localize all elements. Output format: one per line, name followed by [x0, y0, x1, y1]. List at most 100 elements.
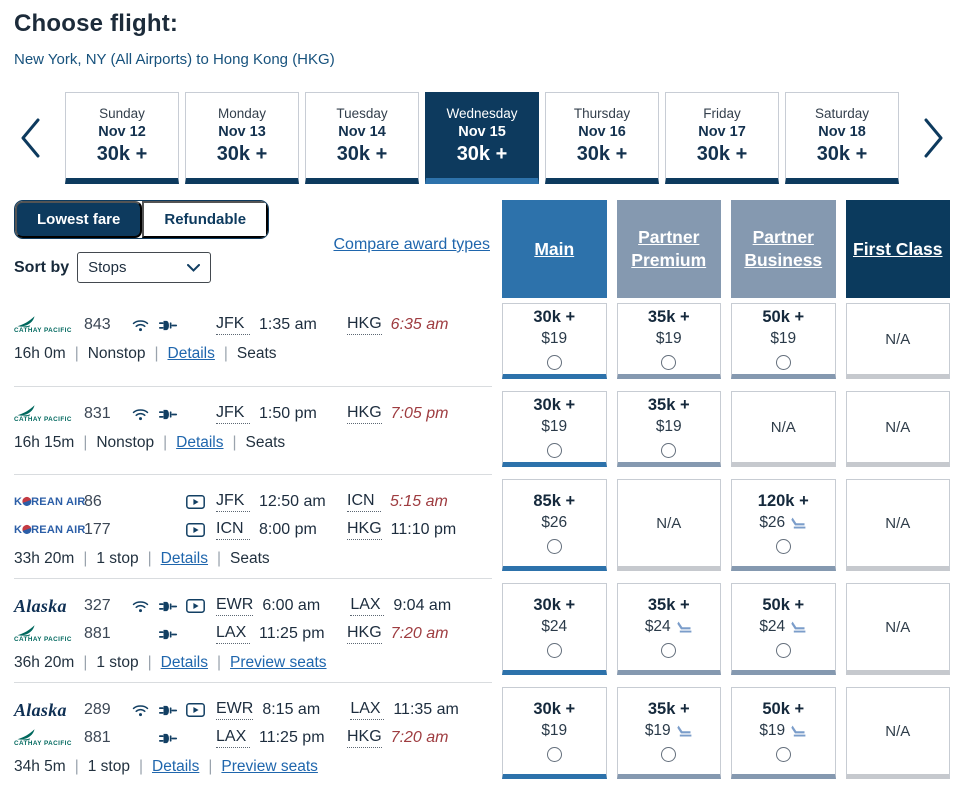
- fare-radio[interactable]: [546, 443, 562, 458]
- date-card-nov-14[interactable]: Tuesday Nov 14 30k +: [305, 92, 419, 184]
- chevron-down-icon: [187, 263, 201, 272]
- origin-airport-code[interactable]: EWR: [216, 700, 254, 720]
- origin-airport-code[interactable]: EWR: [216, 596, 254, 616]
- entertainment-icon: [186, 703, 205, 717]
- fare-radio[interactable]: [661, 643, 677, 658]
- origin-airport-code[interactable]: LAX: [216, 624, 250, 644]
- lieflat-seat-icon: [791, 621, 806, 632]
- departure-time: 6:00 am: [262, 597, 321, 614]
- date-card-nov-16[interactable]: Thursday Nov 16 30k +: [545, 92, 659, 184]
- destination-airport-code[interactable]: HKG: [347, 624, 382, 644]
- origin-airport-code[interactable]: ICN: [216, 520, 250, 540]
- fare-cell-first-class: N/A: [845, 687, 950, 779]
- fare-cell-partner-premium[interactable]: 35k + $19: [616, 687, 721, 779]
- details-link[interactable]: Details: [160, 654, 209, 671]
- flight-duration: 16h 15m: [14, 434, 75, 451]
- origin-airport-code[interactable]: JFK: [216, 404, 250, 424]
- preview-seats-link[interactable]: Preview seats: [221, 758, 318, 775]
- route: LAX 11:25 pm HKG 7:20 am: [216, 728, 448, 748]
- flight-info: CATHAY PACIFIC 831 JFK 1:50 pm HKG 7:05 …: [14, 386, 492, 474]
- fare-cell-partner-premium: N/A: [616, 479, 721, 571]
- seats-link[interactable]: Seats: [245, 434, 286, 451]
- fare-radio[interactable]: [546, 355, 562, 370]
- destination-airport-code[interactable]: LAX: [350, 700, 385, 720]
- route: JFK 12:50 am ICN 5:15 am: [216, 492, 448, 512]
- amenities: [132, 495, 216, 509]
- date-card-nov-13[interactable]: Monday Nov 13 30k +: [185, 92, 299, 184]
- flight-info: Alaska 289 EWR 8:15 am LAX 11:35 am CATH…: [14, 682, 492, 786]
- fare-cell-partner-business[interactable]: 50k + $19: [731, 303, 836, 379]
- origin-airport-code[interactable]: JFK: [216, 492, 250, 512]
- destination-airport-code[interactable]: LAX: [350, 596, 385, 616]
- day-date: Nov 14: [338, 123, 386, 140]
- fare-cell-partner-premium[interactable]: 35k + $19: [616, 303, 721, 379]
- day-name: Wednesday: [446, 105, 518, 121]
- day-lowest-fare: 30k +: [336, 142, 388, 165]
- origin-airport-code[interactable]: LAX: [216, 728, 250, 748]
- lieflat-seat-icon: [676, 621, 692, 632]
- destination-airport-code[interactable]: HKG: [347, 520, 382, 540]
- toggle-refundable[interactable]: Refundable: [142, 201, 269, 238]
- next-dates-button[interactable]: [918, 117, 950, 159]
- details-link[interactable]: Details: [160, 550, 209, 567]
- route: EWR 8:15 am LAX 11:35 am: [216, 700, 459, 720]
- flight-meta: 16h 15m | Nonstop | Details | Seats: [14, 434, 286, 451]
- flight-row: CATHAY PACIFIC 843 JFK 1:35 am HKG 6:35 …: [14, 298, 950, 386]
- toggle-lowest-fare[interactable]: Lowest fare: [15, 201, 143, 238]
- flight-row: Alaska 289 EWR 8:15 am LAX 11:35 am CATH…: [14, 682, 950, 786]
- fare-radio[interactable]: [546, 643, 562, 658]
- date-card-nov-17[interactable]: Friday Nov 17 30k +: [665, 92, 779, 184]
- not-available-label: N/A: [885, 330, 911, 348]
- fare-cell-partner-premium[interactable]: 35k + $24: [616, 583, 721, 675]
- details-link[interactable]: Details: [176, 434, 224, 451]
- fare-radio[interactable]: [546, 539, 562, 554]
- fare-radio[interactable]: [775, 355, 791, 370]
- fare-radio[interactable]: [661, 747, 677, 762]
- destination-airport-code[interactable]: HKG: [347, 404, 382, 424]
- fare-radio[interactable]: [661, 443, 677, 458]
- fare-cell-main[interactable]: 30k + $19: [502, 687, 607, 779]
- fare-cell-partner-business[interactable]: 50k + $19: [731, 687, 836, 779]
- departure-time: 1:35 am: [259, 316, 317, 333]
- page-title: Choose flight:: [14, 10, 179, 37]
- column-header-partner-premium[interactable]: Partner Premium: [616, 200, 721, 298]
- day-date: Nov 13: [218, 123, 266, 140]
- fare-cell-main[interactable]: 30k + $19: [502, 303, 607, 379]
- date-card-nov-12[interactable]: Sunday Nov 12 30k +: [65, 92, 179, 184]
- destination-airport-code[interactable]: ICN: [347, 492, 381, 512]
- power-outlet-icon: [159, 320, 178, 330]
- details-link[interactable]: Details: [167, 345, 215, 362]
- fare-cell-main[interactable]: 85k + $26: [502, 479, 607, 571]
- arrival-time: 6:35 am: [390, 316, 449, 333]
- arrival-time: 7:20 am: [390, 729, 449, 746]
- lieflat-seat-icon: [791, 725, 806, 736]
- korean-air-logo: K REAN AIR: [14, 523, 86, 536]
- date-card-nov-15[interactable]: Wednesday Nov 15 30k +: [425, 92, 539, 184]
- destination-airport-code[interactable]: HKG: [347, 728, 382, 748]
- details-link[interactable]: Details: [152, 758, 200, 775]
- fare-radio[interactable]: [775, 643, 791, 658]
- fare-radio[interactable]: [775, 747, 791, 762]
- fare-cell-partner-business[interactable]: 120k + $26: [731, 479, 836, 571]
- destination-airport-code[interactable]: HKG: [347, 315, 382, 335]
- fare-miles: 120k +: [757, 492, 809, 510]
- column-header-main[interactable]: Main: [502, 200, 607, 298]
- preview-seats-link[interactable]: Preview seats: [230, 654, 327, 671]
- fare-radio[interactable]: [775, 539, 791, 554]
- column-header-partner-business[interactable]: Partner Business: [731, 200, 836, 298]
- previous-dates-button[interactable]: [14, 117, 46, 159]
- compare-award-types-link[interactable]: Compare award types: [333, 236, 490, 253]
- column-header-first-class[interactable]: First Class: [845, 200, 950, 298]
- fare-cell-main[interactable]: 30k + $24: [502, 583, 607, 675]
- seats-link[interactable]: Seats: [236, 345, 277, 362]
- fare-cell-partner-business[interactable]: 50k + $24: [731, 583, 836, 675]
- date-card-nov-18[interactable]: Saturday Nov 18 30k +: [785, 92, 899, 184]
- origin-airport-code[interactable]: JFK: [216, 315, 250, 335]
- flight-duration: 36h 20m: [14, 654, 75, 671]
- fare-radio[interactable]: [546, 747, 562, 762]
- fare-cell-main[interactable]: 30k + $19: [502, 391, 607, 467]
- fare-radio[interactable]: [661, 355, 677, 370]
- seats-link[interactable]: Seats: [230, 550, 270, 567]
- fare-cell-partner-premium[interactable]: 35k + $19: [616, 391, 721, 467]
- sort-select[interactable]: Stops: [77, 252, 212, 283]
